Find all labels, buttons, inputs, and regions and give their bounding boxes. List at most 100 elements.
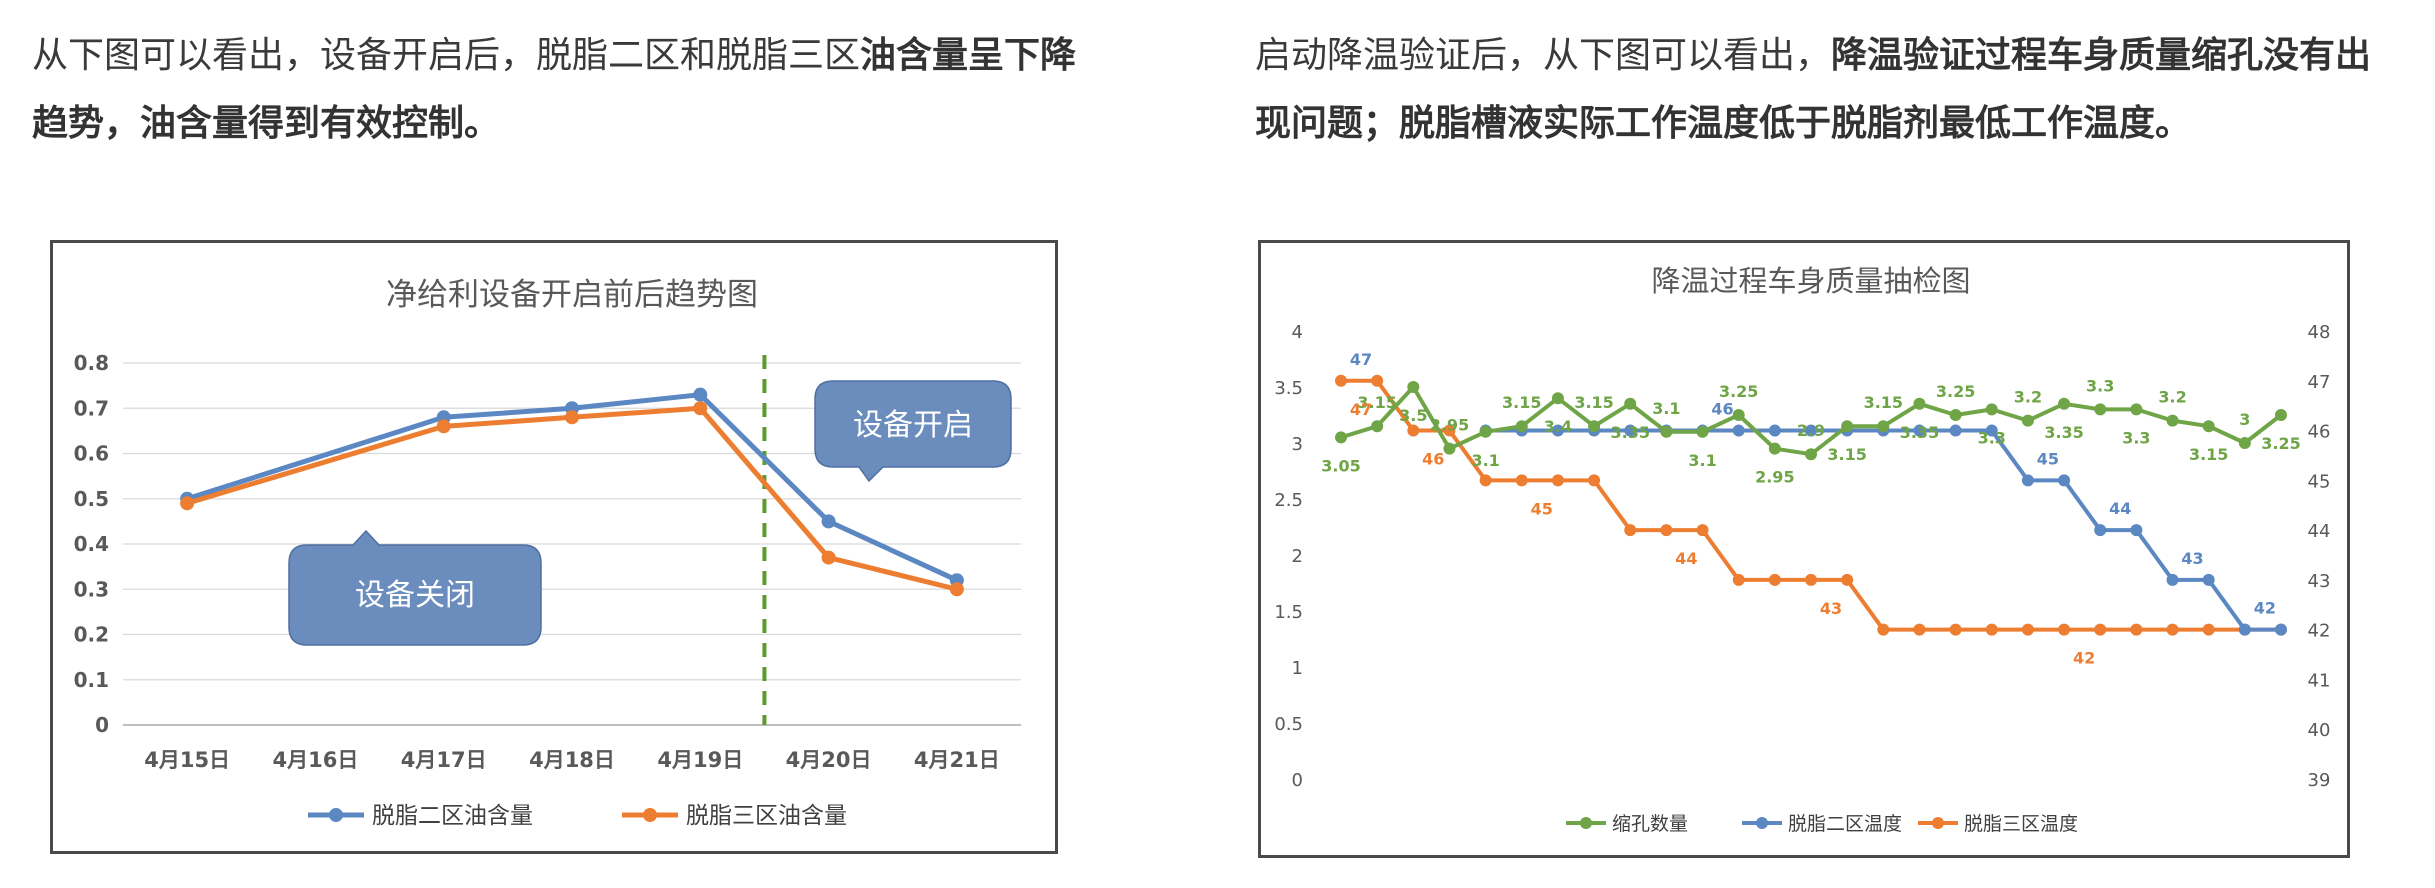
legend-label: 脱脂三区温度	[1964, 813, 2078, 835]
data-point	[2202, 573, 2215, 586]
y-right-tick-label: 48	[2308, 322, 2331, 343]
x-tick-label: 4月18日	[529, 748, 615, 772]
data-point	[1913, 424, 1926, 437]
data-label-green: 2.95	[1430, 416, 1469, 435]
data-point	[2021, 623, 2034, 636]
data-point	[821, 550, 836, 565]
callout-bubble-on	[814, 380, 1012, 483]
data-label-green: 3.35	[2044, 423, 2083, 442]
y-right-tick-label: 39	[2308, 770, 2331, 791]
data-point	[2058, 623, 2071, 636]
data-point	[2202, 623, 2215, 636]
data-point	[2202, 420, 2215, 433]
data-point	[2166, 623, 2179, 636]
data-point	[821, 514, 836, 529]
data-point	[2238, 623, 2251, 636]
data-point	[2166, 414, 2179, 427]
callout-bubble-off	[288, 529, 542, 646]
y-left-tick-label: 3.5	[1274, 378, 1303, 399]
y-left-tick-label: 3	[1292, 434, 1303, 455]
data-label-green: 2.95	[1755, 468, 1794, 487]
data-point	[2166, 573, 2179, 586]
data-label-green: 3.1	[1471, 451, 1499, 470]
y-left-tick-label: 2.5	[1274, 490, 1303, 511]
y-tick-label: 0.8	[74, 351, 109, 375]
data-label-green: 3.4	[1544, 417, 1572, 436]
y-left-tick-label: 4	[1292, 322, 1303, 343]
data-point	[1443, 424, 1456, 437]
x-tick-label: 4月15日	[144, 748, 230, 772]
data-label-green: 3.25	[1719, 382, 1758, 401]
series-line-2	[186, 405, 958, 592]
data-label-blue: 47	[1350, 350, 1372, 369]
intro-left-normal: 从下图可以看出，设备开启后，脱脂二区和脱脂三区	[32, 35, 861, 76]
y-right-tick-label: 47	[2308, 372, 2331, 393]
data-point	[1985, 623, 1998, 636]
legend-swatch-dot	[643, 808, 657, 822]
data-label-green: 3.15	[1357, 393, 1396, 412]
y-left-tick-label: 1.5	[1274, 602, 1303, 623]
data-point	[1551, 392, 1564, 405]
y-left-tick-label: 2	[1292, 546, 1303, 567]
data-point	[1551, 424, 1564, 437]
data-label-green: 3	[2239, 410, 2250, 429]
data-label-blue: 46	[1711, 400, 1733, 419]
data-label-orange: 47	[1350, 400, 1372, 419]
series-line-3	[1341, 378, 2281, 632]
data-point	[180, 496, 195, 511]
y-tick-label: 0.6	[74, 442, 109, 466]
data-point	[1985, 424, 1998, 437]
intro-left-bold: 油含量呈下降趋势，油含量得到有效控制。	[32, 35, 1077, 144]
data-label-green: 3.2	[2014, 388, 2042, 407]
data-point	[1949, 409, 1962, 421]
legend-label: 脱脂二区温度	[1788, 813, 1902, 835]
data-point	[1371, 374, 1384, 387]
data-label-orange: 44	[1675, 549, 1697, 568]
y-right-tick-label: 43	[2308, 571, 2331, 592]
data-point	[1515, 474, 1528, 487]
data-point	[1913, 623, 1926, 636]
y-tick-label: 0.7	[74, 396, 109, 420]
data-point	[1877, 623, 1890, 636]
data-label-orange: 45	[1531, 499, 1553, 518]
data-point	[2094, 403, 2107, 416]
data-point	[949, 582, 964, 597]
y-tick-label: 0.3	[74, 577, 109, 601]
data-point	[2094, 623, 2107, 636]
data-point	[1805, 573, 1817, 586]
data-point	[1768, 442, 1781, 455]
data-point	[436, 419, 451, 434]
data-label-blue: 43	[2181, 549, 2203, 568]
data-point	[1660, 425, 1673, 438]
data-point	[1479, 425, 1492, 438]
data-label-blue: 45	[2037, 449, 2059, 468]
intro-right-bold: 降温验证过程车身质量缩孔没有出现问题；脱脂槽液实际工作温度低于脱脂剂最低工作温度…	[1255, 35, 2372, 144]
data-label-green: 3.15	[1827, 445, 1866, 464]
data-point	[1805, 448, 1817, 461]
data-label-green: 3.1	[1688, 451, 1716, 470]
data-point	[1588, 420, 1601, 433]
data-point	[1335, 431, 1347, 444]
data-point	[1841, 420, 1854, 433]
data-point	[1407, 381, 1420, 393]
data-label-orange: 42	[2073, 649, 2095, 668]
y-right-tick-label: 45	[2308, 471, 2331, 492]
data-label-green: 3.5	[1399, 406, 1427, 425]
data-label-green: 3.3	[2122, 428, 2150, 447]
legend-label: 脱脂二区油含量	[372, 803, 533, 829]
data-label-green: 3.25	[1936, 382, 1975, 401]
data-point	[2275, 409, 2287, 421]
data-point	[1696, 524, 1709, 537]
data-point	[1732, 424, 1745, 437]
data-point	[1732, 409, 1745, 421]
legend-swatch-dot	[1580, 817, 1592, 829]
data-point	[2021, 474, 2034, 487]
y-tick-label: 0.5	[74, 487, 109, 511]
data-point	[1949, 623, 1962, 636]
legend-label: 缩孔数量	[1612, 813, 1688, 835]
data-point	[2058, 397, 2071, 410]
data-point	[693, 401, 708, 416]
data-point	[2130, 403, 2143, 416]
data-point	[693, 387, 708, 402]
data-label-orange: 43	[1820, 599, 1842, 618]
